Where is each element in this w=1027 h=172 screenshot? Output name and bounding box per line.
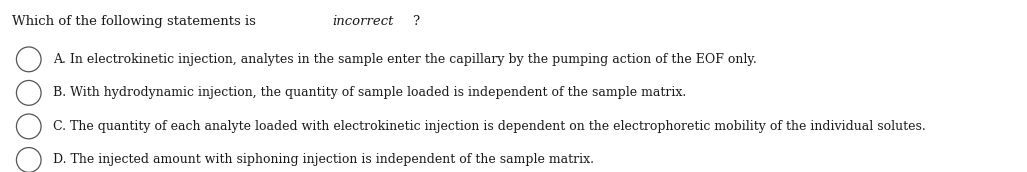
Text: C. The quantity of each analyte loaded with electrokinetic injection is dependen: C. The quantity of each analyte loaded w… <box>53 120 926 133</box>
Text: B. With hydrodynamic injection, the quantity of sample loaded is independent of : B. With hydrodynamic injection, the quan… <box>53 86 687 99</box>
Text: D. The injected amount with siphoning injection is independent of the sample mat: D. The injected amount with siphoning in… <box>53 153 595 166</box>
Text: Which of the following statements is: Which of the following statements is <box>12 15 261 28</box>
Text: ?: ? <box>412 15 419 28</box>
Text: A. In electrokinetic injection, analytes in the sample enter the capillary by th: A. In electrokinetic injection, analytes… <box>53 53 757 66</box>
Text: incorrect: incorrect <box>333 15 394 28</box>
